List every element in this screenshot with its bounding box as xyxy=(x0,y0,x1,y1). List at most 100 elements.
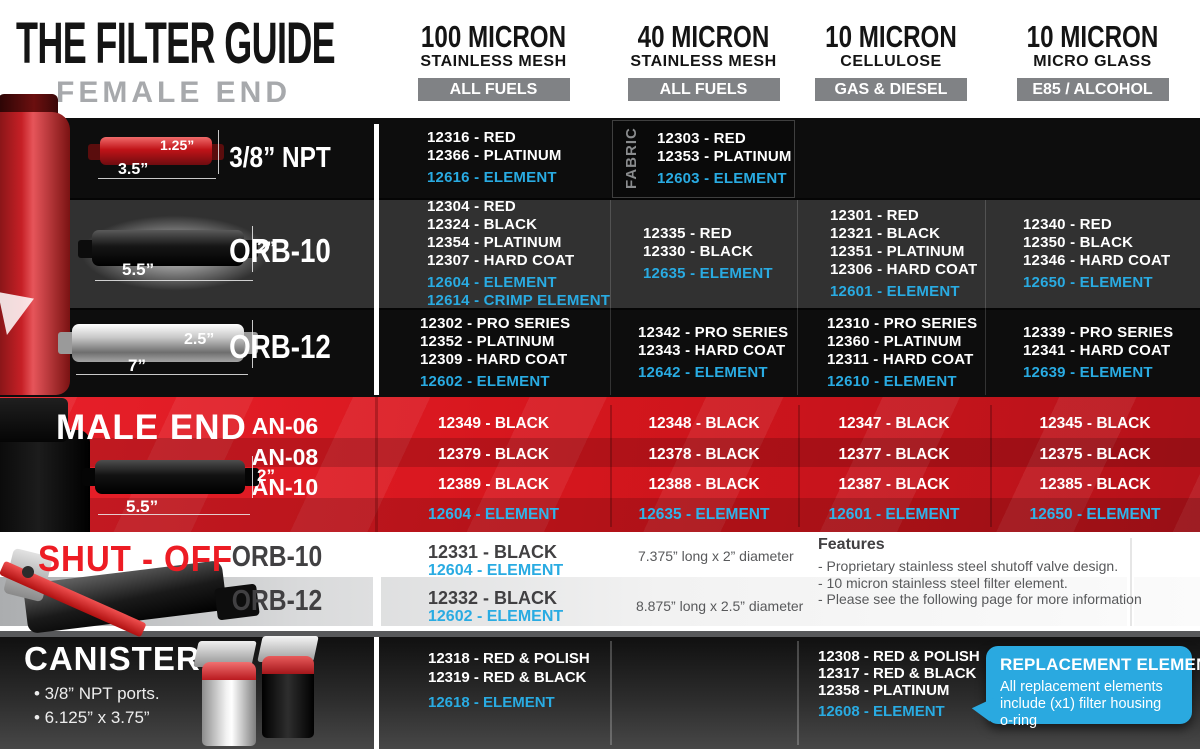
male-element-cellulose: 12601 - ELEMENT xyxy=(828,506,960,523)
male-end-title: MALE END xyxy=(56,408,247,447)
part-line: 12319 - RED & BLACK xyxy=(428,669,587,686)
micron-rating: 40 MICRON xyxy=(637,19,770,54)
element-line: 12642 - ELEMENT xyxy=(638,364,768,381)
male-element-microglass: 12650 - ELEMENT xyxy=(1029,506,1161,523)
cell-an10-cellulose: 12387 - BLACK xyxy=(838,476,950,493)
features-block: Features - Proprietary stainless steel s… xyxy=(818,536,1142,608)
male-col-divider-1 xyxy=(610,405,612,527)
part-line: 12318 - RED & POLISH xyxy=(428,650,590,667)
male-length-dim: 5.5” xyxy=(126,497,159,516)
part-line: 12307 - HARD COAT xyxy=(427,252,575,269)
media-type: STAINLESS MESH xyxy=(420,53,567,70)
npt-length-dim: 3.5” xyxy=(118,161,149,178)
male-col-divider-2 xyxy=(798,405,800,527)
part-line: 12316 - RED xyxy=(427,129,516,146)
part-line: 12341 - HARD COAT xyxy=(1023,342,1171,359)
media-type: MICRO GLASS xyxy=(1033,53,1152,70)
row-label-an10: AN-10 xyxy=(251,474,319,500)
part-line: 12301 - RED xyxy=(830,207,919,224)
part-line: 12302 - PRO SERIES xyxy=(420,315,571,332)
male-element-100micron: 12604 - ELEMENT xyxy=(428,506,559,523)
canister-bullet-2: • 6.125” x 3.75” xyxy=(34,708,150,727)
part-line: 12352 - PLATINUM xyxy=(420,333,555,350)
element-line: 12618 - ELEMENT xyxy=(428,694,555,711)
micron-rating: 10 MICRON xyxy=(825,19,957,54)
npt-height-dim: 1.25” xyxy=(160,137,195,153)
page-title: THE FILTER GUIDE xyxy=(16,11,336,76)
female-col-divider-1 xyxy=(610,200,611,395)
female-col-divider-2 xyxy=(797,200,798,395)
part-line: 12360 - PLATINUM xyxy=(827,333,962,350)
cell-orb12-100micron: 12302 - PRO SERIES 12352 - PLATINUM 1230… xyxy=(377,310,610,396)
part-line: 12330 - BLACK xyxy=(643,243,754,260)
shutoff-element: 12604 - ELEMENT xyxy=(428,562,564,579)
part-line: 12308 - RED & POLISH xyxy=(818,648,980,665)
orb12-filter-image xyxy=(72,324,244,362)
orb10-filter-endcap-right xyxy=(240,240,258,258)
part-line: 12340 - RED xyxy=(1023,216,1112,233)
part-line: 12343 - HARD COAT xyxy=(638,342,786,359)
row-label-npt: 3/8” NPT xyxy=(229,142,331,174)
element-line: 12604 - ELEMENT xyxy=(427,274,557,291)
shutoff-row-label-orb12: ORB-12 xyxy=(231,585,323,617)
cell-an06-cellulose: 12347 - BLACK xyxy=(838,415,950,432)
micron-rating: 10 MICRON xyxy=(1026,19,1159,54)
micron-rating: 100 MICRON xyxy=(420,19,567,54)
canister-black-body xyxy=(262,674,314,738)
shutoff-row-label-orb10: ORB-10 xyxy=(231,541,323,573)
fuel-badge: ALL FUELS xyxy=(627,78,780,101)
npt-filter-endcap-right xyxy=(208,144,224,160)
male-col-divider-3 xyxy=(990,405,992,527)
part-line: 12310 - PRO SERIES xyxy=(827,315,978,332)
orb12-filter-endcap-right xyxy=(240,332,258,354)
page-subtitle: FEMALE END xyxy=(56,76,291,109)
feature-item: - Proprietary stainless steel shutoff va… xyxy=(818,558,1119,574)
fuel-badge: GAS & DIESEL xyxy=(815,78,967,101)
cell-an08-100micron: 12379 - BLACK xyxy=(437,446,550,463)
cell-an06-40micron: 12348 - BLACK xyxy=(648,415,760,432)
npt-filter-image xyxy=(100,137,212,165)
callout-body: All replacement elements include (x1) fi… xyxy=(1000,679,1163,729)
element-line: 12639 - ELEMENT xyxy=(1023,364,1153,381)
cell-an08-microglass: 12375 - BLACK xyxy=(1039,446,1151,463)
canister-silver-body xyxy=(202,680,256,746)
part-line: 12342 - PRO SERIES xyxy=(638,324,789,341)
element-line: 12603 - ELEMENT xyxy=(657,170,787,187)
canister-col-divider-2 xyxy=(797,641,799,745)
part-line: 12350 - BLACK xyxy=(1023,234,1134,251)
orb10-height-dim: 2” xyxy=(257,238,275,257)
male-filter-endcap-right xyxy=(243,468,259,486)
shutoff-size: 7.375” long x 2” diameter xyxy=(638,548,794,564)
element-line: 12601 - ELEMENT xyxy=(830,283,960,300)
shutoff-part: 12331 - BLACK xyxy=(428,542,558,562)
male-main-divider xyxy=(375,397,378,532)
feature-item: - 10 micron stainless steel filter eleme… xyxy=(818,574,1068,591)
part-line: 12339 - PRO SERIES xyxy=(1023,324,1174,341)
cell-an10-40micron: 12388 - BLACK xyxy=(648,476,760,493)
column-header-10-micron-microglass: 10 MICRON MICRO GLASS E85 / ALCOHOL xyxy=(985,19,1200,101)
element-line: 12616 - ELEMENT xyxy=(427,169,557,186)
cell-an06-microglass: 12345 - BLACK xyxy=(1039,415,1151,432)
media-type: STAINLESS MESH xyxy=(630,53,777,70)
part-line: 12324 - BLACK xyxy=(427,216,538,233)
element-line: 12650 - ELEMENT xyxy=(1023,274,1153,291)
male-filter-image xyxy=(95,460,245,494)
part-line: 12321 - BLACK xyxy=(830,225,941,242)
features-title: Features xyxy=(818,536,885,553)
shutoff-element: 12602 - ELEMENT xyxy=(428,608,564,625)
canister-bullet-1: • 3/8” NPT ports. xyxy=(34,684,160,703)
part-line: 12311 - HARD COAT xyxy=(827,351,974,368)
row-label-an06: AN-06 xyxy=(251,413,319,439)
fabric-tag: FABRIC xyxy=(623,127,640,189)
part-line: 12303 - RED xyxy=(657,130,746,147)
cell-an10-100micron: 12389 - BLACK xyxy=(437,476,550,493)
cell-orb10-40micron: 12335 - RED 12330 - BLACK 12635 - ELEMEN… xyxy=(610,198,797,310)
part-line: 12335 - RED xyxy=(643,225,732,242)
cell-orb10-10micron-microglass: 12340 - RED 12350 - BLACK 12346 - HARD C… xyxy=(985,198,1200,310)
female-main-divider xyxy=(374,124,379,395)
canister-silver-cap xyxy=(202,662,256,682)
shutoff-title: SHUT - OFF xyxy=(38,538,234,579)
column-header-40-micron: 40 MICRON STAINLESS MESH ALL FUELS xyxy=(610,19,797,101)
row-label-orb12: ORB-12 xyxy=(229,328,331,365)
